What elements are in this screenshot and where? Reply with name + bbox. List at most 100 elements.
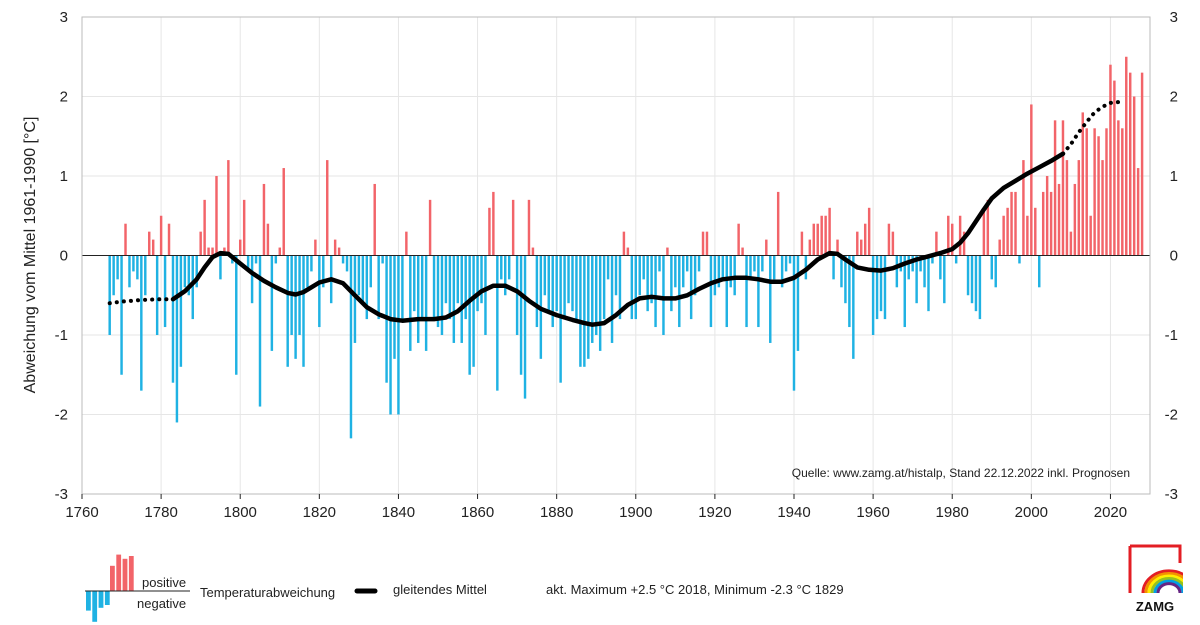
anomaly-bar [606, 255, 610, 280]
anomaly-bar [741, 247, 744, 256]
legend-positive-label: positive [142, 575, 187, 590]
zamg-logo-mark: ZAMG [1128, 544, 1197, 614]
anomaly-bar [523, 255, 527, 399]
anomaly-bar [958, 215, 962, 256]
anomaly-bar [1121, 128, 1124, 256]
anomaly-bar [871, 255, 875, 335]
anomaly-bar [705, 231, 709, 256]
anomaly-bar [326, 160, 329, 256]
anomaly-bar [511, 199, 515, 256]
anomaly-bar [507, 255, 511, 280]
x-tick-label: 1800 [224, 504, 257, 521]
anomaly-bar [1061, 120, 1065, 256]
anomaly-bar [982, 207, 986, 256]
anomaly-bar [413, 255, 416, 312]
anomaly-bar [1136, 168, 1140, 256]
anomaly-bar [515, 255, 519, 335]
anomaly-bars [108, 56, 1144, 439]
anomaly-bar [318, 255, 321, 328]
rainbow-arc [1156, 582, 1182, 594]
anomaly-bar [682, 255, 685, 288]
anomaly-bar [250, 255, 254, 304]
anomaly-bar [266, 223, 270, 256]
anomaly-bar [994, 255, 997, 288]
anomaly-bar [341, 255, 345, 264]
anomaly-bar [1109, 64, 1112, 256]
y-tick-label-right: 0 [1170, 248, 1178, 265]
anomaly-bar [1018, 255, 1021, 264]
anomaly-bar [875, 255, 879, 320]
anomaly-bar [772, 255, 776, 280]
anomaly-bar [424, 255, 428, 351]
y-tick-label-left: -2 [55, 407, 68, 424]
anomaly-bar [472, 255, 475, 367]
anomaly-bar [254, 255, 258, 264]
anomaly-bar [559, 255, 562, 383]
anomaly-bar [654, 255, 657, 328]
y-tick-label-left: 3 [60, 9, 68, 26]
anomaly-bar [579, 255, 582, 367]
anomaly-bar [749, 255, 752, 280]
anomaly-bar [1113, 80, 1116, 256]
anomaly-bar [903, 255, 906, 328]
anomaly-bar [575, 255, 578, 320]
anomaly-bar [436, 255, 440, 328]
anomaly-bar [357, 255, 361, 296]
anomaly-bar [238, 239, 242, 256]
anomaly-bar [646, 255, 649, 312]
moving-average-dotted [1061, 100, 1121, 156]
anomaly-bar [610, 255, 614, 343]
anomaly-bar [132, 255, 135, 272]
anomaly-bar [1073, 183, 1077, 256]
x-tick-label: 1900 [619, 504, 652, 521]
legend-extremes-text: akt. Maximum +2.5 °C 2018, Minimum -2.3 … [546, 582, 844, 597]
legend-bars-icon [86, 554, 134, 622]
anomaly-bar [163, 255, 167, 328]
anomaly-bar [788, 255, 792, 264]
anomaly-bar [302, 255, 305, 367]
anomaly-bar [488, 207, 491, 256]
anomaly-bar [1057, 183, 1061, 256]
anomaly-bar [140, 255, 143, 391]
anomaly-bar [1002, 215, 1005, 256]
anomaly-bar [950, 223, 954, 256]
moving-average-solid [170, 151, 1066, 327]
anomaly-bar [128, 255, 131, 288]
anomaly-bar [535, 255, 539, 328]
plot-frame [81, 16, 1151, 495]
x-tick-label: 1980 [936, 504, 969, 521]
anomaly-bar [405, 231, 408, 256]
anomaly-bar [923, 255, 926, 288]
x-tick-label: 2020 [1094, 504, 1127, 521]
anomaly-bar [836, 239, 839, 256]
y-tick-label-right: -1 [1165, 327, 1178, 344]
anomaly-bar [1117, 120, 1120, 256]
anomaly-bar [915, 255, 918, 304]
anomaly-bar [1093, 128, 1096, 256]
anomaly-bar [622, 231, 626, 256]
x-axis: 1760 1780 1800 1820 1840 1860 1880 1900 1920 1940… [65, 494, 1127, 521]
anomaly-bar [393, 255, 396, 359]
anomaly-bar [765, 239, 768, 256]
anomaly-bar [962, 231, 966, 256]
anomaly-bar [227, 160, 230, 256]
legend-bar-negative [104, 591, 110, 605]
anomaly-bar [678, 255, 681, 328]
anomaly-bar [986, 199, 990, 256]
anomaly-bar [151, 239, 155, 256]
anomaly-bar [947, 215, 950, 256]
anomaly-bar [867, 207, 871, 256]
anomaly-bar [745, 255, 748, 328]
anomaly-bar [1105, 128, 1108, 256]
anomaly-bar [618, 255, 622, 320]
anomaly-bar [381, 255, 384, 264]
anomaly-bar [911, 255, 914, 272]
anomaly-bar [907, 255, 910, 280]
legend-bar-negative [98, 591, 104, 608]
anomaly-bar [852, 255, 855, 359]
anomaly-bar [630, 255, 634, 320]
anomaly-bar [112, 255, 115, 296]
x-tick-label: 1820 [303, 504, 336, 521]
x-tick-label: 1940 [777, 504, 810, 521]
anomaly-bar [939, 255, 942, 280]
